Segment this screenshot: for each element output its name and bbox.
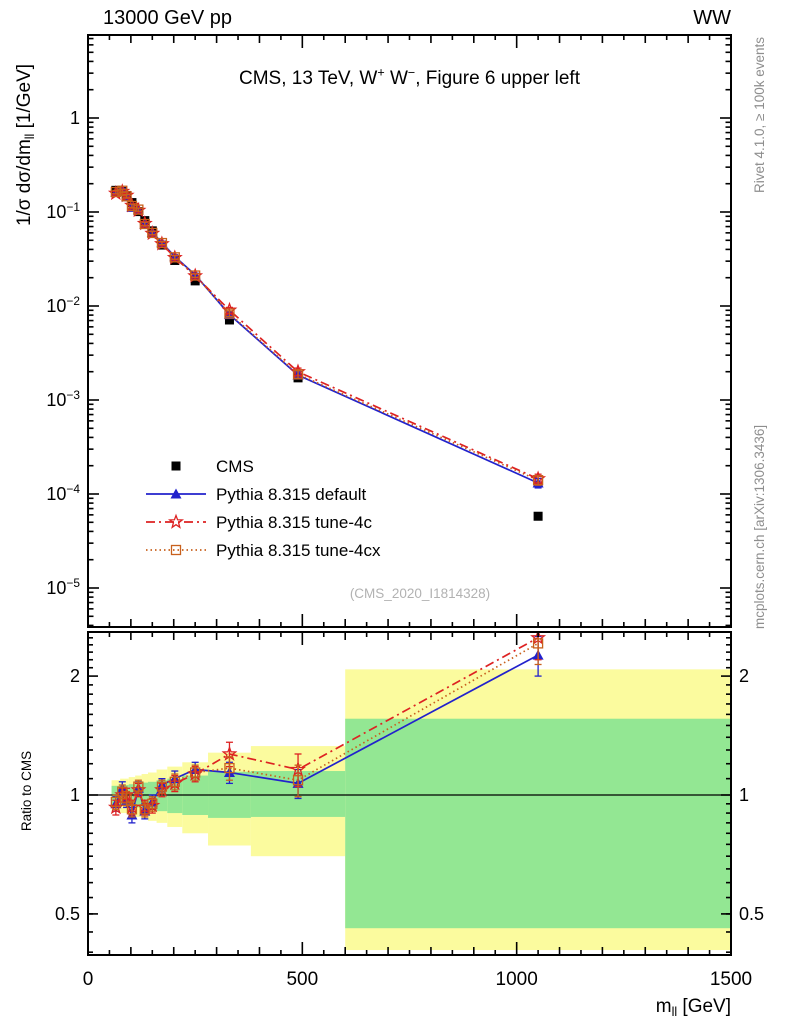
x-tick-label: 500 xyxy=(286,969,318,990)
main-y-tick-label: 10−2 xyxy=(46,294,80,316)
main-y-tick-label: 10−5 xyxy=(46,576,80,598)
main-line-1 xyxy=(115,188,539,484)
legend-item: Pythia 8.315 default xyxy=(146,485,367,504)
ratio-y-tick-label-right: 1 xyxy=(739,785,749,805)
main-data-points xyxy=(111,185,543,521)
main-y-tick-label: 1 xyxy=(70,108,80,128)
mcplots-credit-label: mcplots.cern.ch [arXiv:1306.3436] xyxy=(752,425,767,629)
ratio-y-tick-label-left: 1 xyxy=(70,785,80,805)
x-axis-title: mll [GeV] xyxy=(656,996,731,1019)
main-panel-frame xyxy=(87,34,732,628)
ratio-series-3 xyxy=(110,632,544,818)
main-y-tick-label: 10−3 xyxy=(46,388,80,410)
main-line-2 xyxy=(115,190,539,480)
legend-label: Pythia 8.315 default xyxy=(216,485,367,504)
main-y-tick-label: 10−4 xyxy=(46,482,80,504)
legend-label: Pythia 8.315 tune-4c xyxy=(216,513,372,532)
header-collision-label: 13000 GeV pp xyxy=(103,7,232,29)
main-y-ticks xyxy=(88,37,731,627)
legend: CMS Pythia 8.315 default Pythia 8.315 tune… xyxy=(146,457,381,560)
ratio-y-tick-label-right: 0.5 xyxy=(739,904,764,924)
ratio-y-tick-label-left: 0.5 xyxy=(55,904,80,924)
header-process-label: WW xyxy=(693,7,731,29)
axis-titles: mll [GeV] 1/σ dσ/dmll [1/GeV] CMS, 13 TeV,… xyxy=(14,64,731,1019)
rivet-version-label: Rivet 4.1.0, ≥ 100k events xyxy=(752,37,767,193)
main-markers-2 xyxy=(107,183,547,486)
axis-tick-labels: 0 500 1000 1500 1 10−1 10−2 10−3 10−4 10−5 2 2 1 1 0.5… xyxy=(46,108,764,990)
main-markers-1 xyxy=(110,184,544,489)
main-line-3 xyxy=(115,189,539,481)
legend-item: Pythia 8.315 tune-4cx xyxy=(146,541,381,560)
x-tick-label: 1000 xyxy=(496,969,538,990)
ratio-y-tick-label-left: 2 xyxy=(70,666,80,686)
x-tick-label: 1500 xyxy=(710,969,752,990)
ratio-y-tick-label-right: 2 xyxy=(739,666,749,686)
main-y-axis-title: 1/σ dσ/dmll [1/GeV] xyxy=(14,64,37,226)
x-tick-label: 0 xyxy=(83,969,94,990)
legend-item: CMS xyxy=(171,457,254,476)
legend-label: CMS xyxy=(216,457,254,476)
main-y-tick-label: 10−1 xyxy=(46,200,80,222)
generated-chart-content: 0 500 1000 1500 1 10−1 10−2 10−3 10−4 10−5 2 2 1 1 0.5… xyxy=(14,34,764,1019)
main-series xyxy=(115,188,539,484)
main-markers-3 xyxy=(110,185,544,486)
ratio-band-green xyxy=(111,718,731,929)
watermark-analysis-id: (CMS_2020_I1814328) xyxy=(350,586,490,601)
legend-item: Pythia 8.315 tune-4c xyxy=(146,513,372,532)
legend-label: Pythia 8.315 tune-4cx xyxy=(216,541,381,560)
ratio-axis-title: Ratio to CMS xyxy=(19,751,34,831)
plot-title: CMS, 13 TeV, W+ W−, Figure 6 upper left xyxy=(239,65,581,89)
ratio-y-ticks xyxy=(88,637,731,953)
